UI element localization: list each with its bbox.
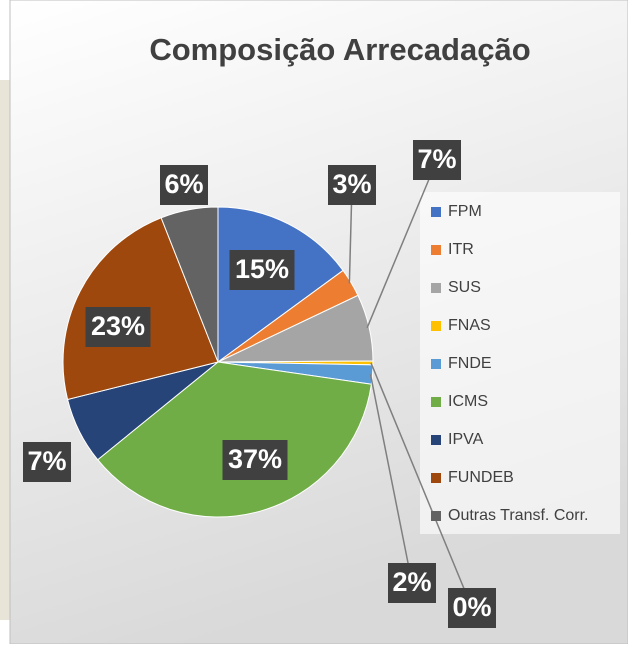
legend-swatch [431, 207, 441, 217]
data-label: 15% [235, 254, 289, 284]
legend-label: ITR [448, 241, 474, 258]
legend-label: SUS [448, 279, 481, 296]
data-label-box [448, 588, 496, 628]
data-label-box [85, 307, 151, 347]
legend-swatch [431, 321, 441, 331]
legend-swatch [431, 397, 441, 407]
legend-label: FNAS [448, 317, 491, 334]
data-label-box [23, 442, 71, 482]
data-label: 7% [417, 144, 456, 174]
data-label: 7% [27, 446, 66, 476]
data-label-box [229, 250, 295, 290]
legend-label: FNDE [448, 355, 492, 372]
leader-line [369, 374, 413, 584]
legend-swatch [431, 435, 441, 445]
legend-label: IPVA [448, 431, 484, 448]
data-label: 23% [91, 311, 145, 341]
legend-label: FUNDEB [448, 469, 514, 486]
legend-swatch [431, 359, 441, 369]
data-label-box [160, 165, 208, 205]
chart-title: Composição Arrecadação [149, 32, 530, 67]
legend-label: ICMS [448, 393, 488, 410]
data-label: 2% [392, 567, 431, 597]
legend-swatch [431, 283, 441, 293]
legend-swatch [431, 473, 441, 483]
data-label-box [388, 563, 436, 603]
pie-slice [160, 206, 219, 363]
legend-label: FPM [448, 203, 482, 220]
legend-label: Outras Transf. Corr. [448, 507, 588, 524]
legend-swatch [431, 511, 441, 521]
background-chart-edge [0, 80, 10, 620]
data-label-box [222, 440, 288, 480]
data-label: 3% [332, 169, 371, 199]
leader-line [366, 159, 438, 329]
data-label-box [328, 165, 376, 205]
data-label: 37% [228, 444, 282, 474]
legend-swatch [431, 245, 441, 255]
data-label: 0% [452, 592, 491, 622]
legend-box [420, 192, 620, 534]
data-label-box [413, 140, 461, 180]
leader-line [370, 362, 473, 609]
data-label: 6% [164, 169, 203, 199]
pie-slice [96, 361, 372, 518]
